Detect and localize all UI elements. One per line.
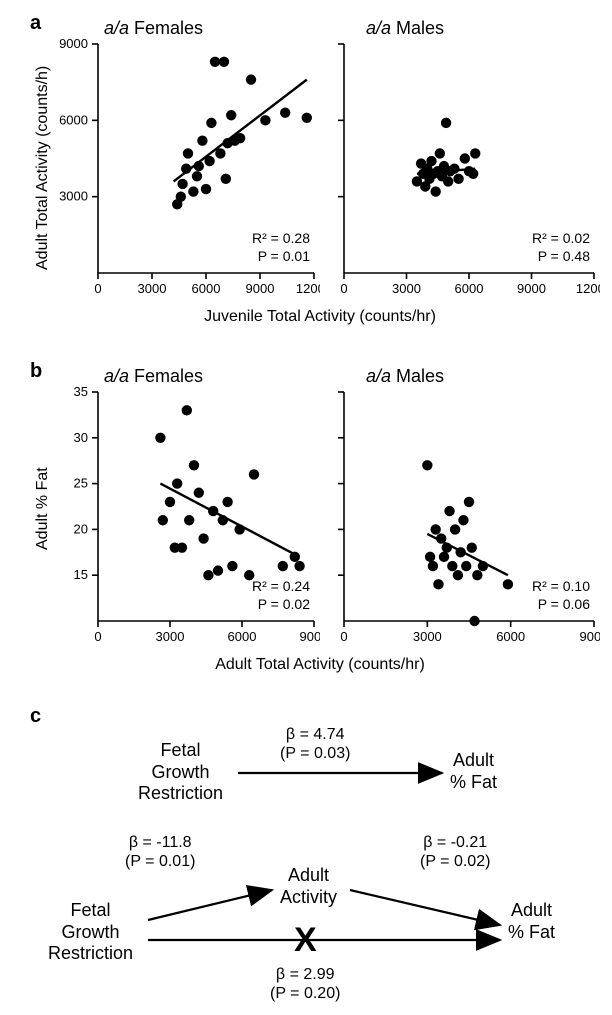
svg-text:9000: 9000 [300, 629, 320, 644]
panel-b-males-plot: 0 3000 6000 9000 [330, 380, 600, 655]
panel-a-males-p: P = 0.48 [538, 248, 590, 264]
panel-b-females-p: P = 0.02 [258, 596, 310, 612]
panel-c-diagram: FetalGrowthRestriction Adult% Fat β = 4.… [0, 725, 612, 1015]
svg-text:0: 0 [94, 629, 101, 644]
panel-b-males-p: P = 0.06 [538, 596, 590, 612]
panel-a-label: a [30, 12, 41, 35]
svg-text:6000: 6000 [496, 629, 525, 644]
panel-a-males-plot: 0 3000 6000 9000 12000 [330, 32, 600, 307]
svg-text:9000: 9000 [580, 629, 600, 644]
panel-b-males-r2: R² = 0.10 [532, 578, 590, 594]
svg-text:35: 35 [74, 384, 88, 399]
panel-b-xlabel: Adult Total Activity (counts/hr) [120, 656, 520, 674]
panel-a-females-p: P = 0.01 [258, 248, 310, 264]
svg-text:25: 25 [74, 476, 88, 491]
svg-text:20: 20 [74, 521, 88, 536]
svg-text:12000: 12000 [576, 281, 600, 296]
panel-c-arrows [0, 725, 612, 1015]
svg-text:6000: 6000 [192, 281, 221, 296]
svg-text:0: 0 [340, 629, 347, 644]
svg-text:3000: 3000 [138, 281, 167, 296]
svg-text:0: 0 [340, 281, 347, 296]
panel-b-females-stats: R² = 0.24 P = 0.02 [210, 578, 310, 613]
svg-text:9000: 9000 [246, 281, 275, 296]
panel-b-males-stats: R² = 0.10 P = 0.06 [490, 578, 590, 613]
panel-a-females-stats: R² = 0.28 P = 0.01 [210, 230, 310, 265]
svg-text:30: 30 [74, 430, 88, 445]
svg-text:6000: 6000 [228, 629, 257, 644]
svg-text:3000: 3000 [392, 281, 421, 296]
svg-text:3000: 3000 [59, 189, 88, 204]
panel-a-xlabel: Juvenile Total Activity (counts/hr) [120, 308, 520, 326]
svg-text:9000: 9000 [517, 281, 546, 296]
panel-b-label: b [30, 360, 42, 383]
svg-text:3000: 3000 [413, 629, 442, 644]
svg-text:15: 15 [74, 567, 88, 582]
figure-root: a a/a Females a/a Males Adult Total Acti… [0, 0, 612, 1015]
panel-b-females-plot: 0 3000 6000 9000 15 20 25 30 35 [50, 380, 320, 655]
svg-text:6000: 6000 [59, 112, 88, 127]
svg-text:6000: 6000 [455, 281, 484, 296]
panel-a-males-stats: R² = 0.02 P = 0.48 [490, 230, 590, 265]
svg-text:0: 0 [94, 281, 101, 296]
svg-text:9000: 9000 [59, 36, 88, 51]
panel-b-females-r2: R² = 0.24 [252, 578, 310, 594]
svg-text:3000: 3000 [156, 629, 185, 644]
svg-text:12000: 12000 [296, 281, 320, 296]
panel-a-females-r2: R² = 0.28 [252, 230, 310, 246]
panel-a-males-r2: R² = 0.02 [532, 230, 590, 246]
panel-a-females-plot: 0 3000 6000 9000 12000 3000 6000 9000 [50, 32, 320, 307]
